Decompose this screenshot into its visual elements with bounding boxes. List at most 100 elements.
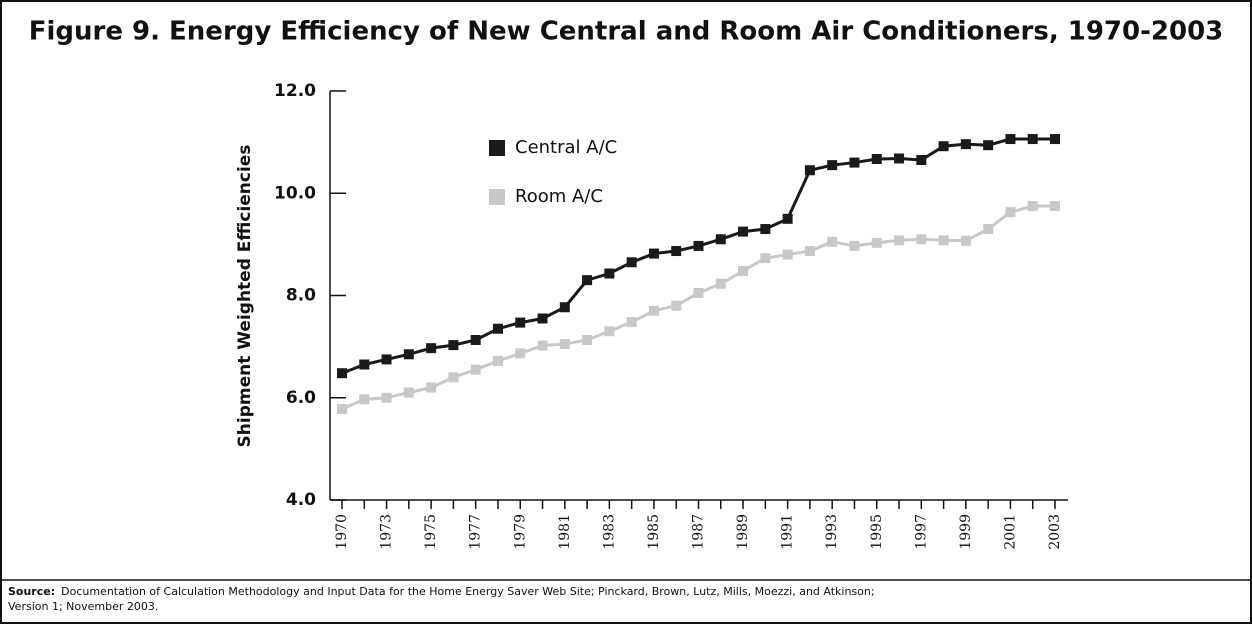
legend-label: Room A/C bbox=[515, 186, 603, 207]
point-marker bbox=[582, 275, 593, 286]
point-marker bbox=[426, 382, 437, 393]
point-marker bbox=[760, 224, 771, 235]
y-tick-label: 10.0 bbox=[274, 183, 316, 203]
y-tick-label: 6.0 bbox=[286, 388, 316, 408]
point-marker bbox=[537, 340, 548, 351]
point-marker bbox=[1027, 134, 1038, 145]
series-line bbox=[341, 137, 1055, 375]
point-marker bbox=[782, 249, 793, 260]
point-marker bbox=[582, 334, 593, 345]
point-marker bbox=[671, 300, 682, 311]
x-tick-label: 1979 bbox=[512, 514, 528, 550]
point-marker bbox=[381, 354, 392, 365]
point-marker bbox=[871, 237, 882, 248]
point-marker bbox=[782, 213, 793, 224]
x-tick-label: 1973 bbox=[379, 514, 395, 550]
x-tick-label: 1985 bbox=[646, 514, 662, 550]
source-label: Source: bbox=[8, 585, 55, 598]
point-marker bbox=[604, 268, 615, 279]
point-marker bbox=[760, 253, 771, 264]
point-marker bbox=[515, 317, 526, 328]
point-marker bbox=[515, 348, 526, 359]
x-tick-label: 1970 bbox=[334, 514, 350, 550]
chart-title: Figure 9. Energy Efficiency of New Centr… bbox=[29, 17, 1224, 47]
point-marker bbox=[426, 343, 437, 354]
point-marker bbox=[671, 246, 682, 257]
y-tick-label: 12.0 bbox=[274, 81, 316, 101]
point-marker bbox=[827, 160, 838, 171]
point-marker bbox=[960, 139, 971, 150]
legend-swatch bbox=[489, 189, 505, 205]
point-marker bbox=[1050, 201, 1060, 212]
x-tick-label: 1993 bbox=[824, 514, 840, 550]
x-tick-label: 1997 bbox=[913, 514, 929, 550]
x-tick-label: 1975 bbox=[423, 514, 439, 550]
legend-label: Central A/C bbox=[515, 137, 617, 158]
point-marker bbox=[693, 287, 704, 298]
point-marker bbox=[381, 392, 392, 403]
point-marker bbox=[470, 334, 481, 345]
point-marker bbox=[359, 359, 370, 370]
point-marker bbox=[1050, 134, 1060, 145]
point-marker bbox=[916, 234, 927, 245]
y-axis-label: Shipment Weighted Efficiencies bbox=[235, 145, 255, 448]
point-marker bbox=[804, 165, 815, 176]
point-marker bbox=[492, 355, 503, 366]
x-tick-label: 1981 bbox=[557, 514, 573, 550]
point-marker bbox=[626, 257, 637, 268]
point-marker bbox=[827, 236, 838, 247]
point-marker bbox=[960, 235, 971, 246]
point-marker bbox=[648, 248, 659, 259]
point-marker bbox=[983, 224, 994, 235]
point-marker bbox=[648, 305, 659, 316]
point-marker bbox=[1027, 201, 1038, 212]
point-marker bbox=[492, 323, 503, 334]
source-line: Version 1; November 2003. bbox=[8, 600, 158, 613]
x-tick-label: 1999 bbox=[958, 514, 974, 550]
point-marker bbox=[448, 372, 459, 383]
source-note: Source: Documentation of Calculation Meth… bbox=[8, 585, 875, 598]
point-marker bbox=[849, 240, 860, 251]
point-marker bbox=[559, 302, 570, 313]
point-marker bbox=[894, 153, 905, 164]
point-marker bbox=[693, 240, 704, 251]
point-marker bbox=[470, 364, 481, 375]
point-marker bbox=[738, 226, 749, 237]
point-marker bbox=[804, 246, 815, 257]
point-marker bbox=[337, 403, 347, 414]
x-tick-label: 1983 bbox=[601, 514, 617, 550]
point-marker bbox=[403, 387, 414, 398]
point-marker bbox=[604, 326, 615, 337]
point-marker bbox=[715, 234, 726, 245]
point-marker bbox=[715, 278, 726, 289]
point-marker bbox=[1005, 134, 1016, 145]
point-marker bbox=[849, 157, 860, 168]
y-tick-label: 8.0 bbox=[286, 286, 316, 306]
point-marker bbox=[537, 313, 548, 324]
point-marker bbox=[938, 141, 949, 152]
x-tick-label: 1989 bbox=[735, 514, 751, 550]
x-tick-label: 1987 bbox=[691, 514, 707, 550]
x-tick-label: 1991 bbox=[780, 514, 796, 550]
x-tick-label: 2001 bbox=[1002, 514, 1018, 550]
y-tick-label: 4.0 bbox=[286, 490, 316, 510]
point-marker bbox=[938, 235, 949, 246]
x-tick-label: 1995 bbox=[869, 514, 885, 550]
source-line: Documentation of Calculation Methodology… bbox=[61, 585, 874, 598]
x-tick-label: 1977 bbox=[468, 514, 484, 550]
point-marker bbox=[626, 317, 637, 328]
point-marker bbox=[359, 394, 370, 405]
point-marker bbox=[448, 340, 459, 351]
legend-swatch bbox=[489, 140, 505, 156]
point-marker bbox=[894, 235, 905, 246]
point-marker bbox=[983, 140, 994, 151]
point-marker bbox=[871, 153, 882, 164]
point-marker bbox=[916, 155, 927, 166]
x-tick-label: 2003 bbox=[1047, 514, 1063, 550]
point-marker bbox=[559, 339, 570, 350]
point-marker bbox=[738, 265, 749, 276]
point-marker bbox=[337, 368, 347, 379]
point-marker bbox=[1005, 207, 1016, 218]
